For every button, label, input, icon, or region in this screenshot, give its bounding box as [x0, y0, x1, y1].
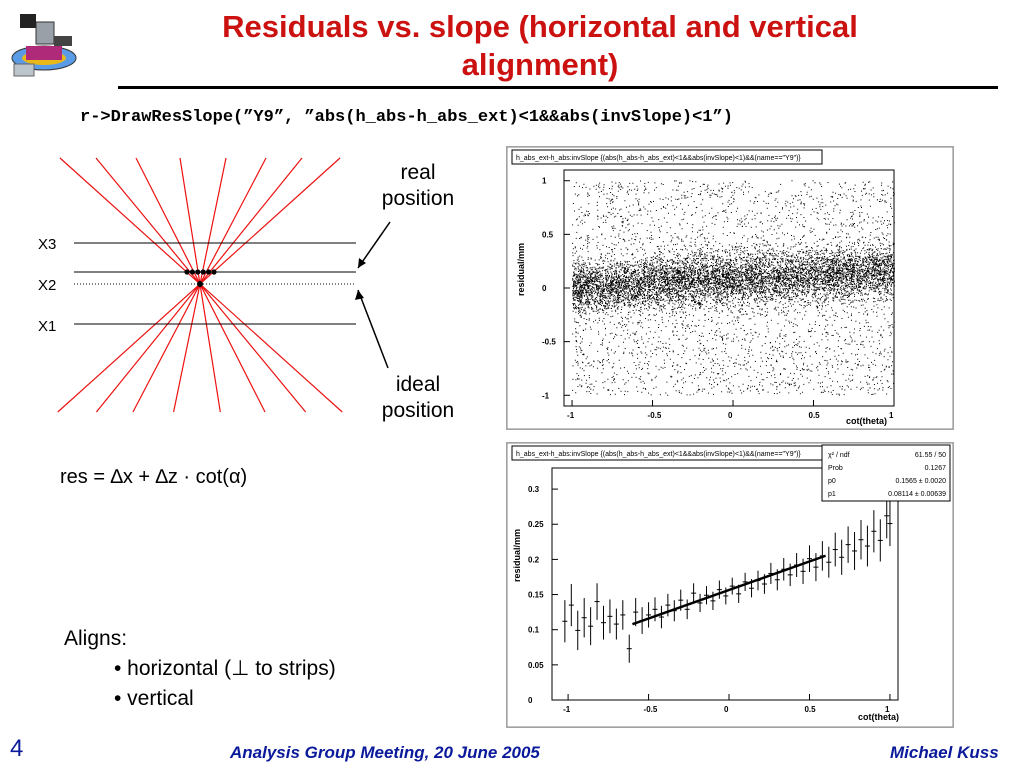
y-tick-label: 0.15	[528, 591, 544, 600]
y-axis-label: residual/mm	[516, 243, 526, 296]
stat-name: χ² / ndf	[828, 452, 850, 459]
ideal-position-label: ideal position	[381, 373, 455, 422]
x-tick-label: 0.5	[809, 411, 821, 420]
y-tick-label: -1	[542, 391, 550, 400]
aligns-list: Aligns: • horizontal (⊥ to strips) • ver…	[64, 624, 336, 714]
x-tick-label: 1	[885, 705, 890, 714]
stat-name: p1	[828, 491, 836, 498]
x-tick-label: 0	[724, 705, 729, 714]
x-tick-label: 0.5	[804, 705, 816, 714]
real-position-label: real position	[381, 161, 455, 210]
y-tick-label: 0.25	[528, 520, 544, 529]
plane-label-x2: X2	[38, 277, 57, 294]
real-hit-marker	[195, 269, 201, 275]
hit-markers	[184, 269, 217, 275]
plane-label-x3: X3	[38, 236, 57, 253]
real-hit-marker	[184, 269, 190, 275]
x-tick-label: -1	[563, 705, 571, 714]
x-tick-label: 0	[728, 411, 733, 420]
aligns-item-horizontal: • horizontal (⊥ to strips)	[114, 657, 336, 680]
x-tick-label: -0.5	[648, 411, 662, 420]
footer-author: Michael Kuss	[890, 743, 999, 762]
profile-chart-bottom: h_abs_ext-h_abs:invSlope {(abs(h_abs-h_a…	[506, 442, 954, 728]
ideal-arrow	[357, 289, 389, 369]
stat-name: p0	[828, 478, 836, 485]
real-arrow	[357, 221, 391, 269]
title-divider	[118, 86, 998, 89]
stat-value: 0.1267	[925, 465, 947, 472]
real-hit-marker	[200, 269, 206, 275]
scatter-points	[572, 180, 895, 396]
x-tick-label: 1	[889, 411, 894, 420]
stat-value: 0.1565 ± 0.0020	[895, 478, 946, 485]
real-arrow-head	[358, 258, 366, 268]
real-hit-marker	[206, 269, 212, 275]
chart-title: h_abs_ext-h_abs:invSlope {(abs(h_abs-h_a…	[516, 451, 801, 458]
plane-label-x1: X1	[38, 318, 57, 335]
aligns-heading: Aligns:	[64, 627, 128, 650]
code-line: r->DrawResSlope(”Y9”, ”abs(h_abs-h_abs_e…	[80, 108, 733, 127]
y-tick-label: 0.05	[528, 661, 544, 670]
y-tick-label: -0.5	[542, 338, 556, 347]
x-tick-label: -0.5	[644, 705, 658, 714]
satellite-logo	[11, 14, 77, 77]
track-diagram	[57, 157, 391, 413]
y-tick-label: 0.3	[528, 485, 540, 494]
fit-line	[632, 554, 826, 626]
stat-value: 0.08114 ± 0.00639	[888, 491, 946, 498]
x-axis-label: cot(theta)	[846, 416, 887, 426]
stat-name: Prob	[828, 465, 843, 472]
fit-stats-box: χ² / ndf 61.55 / 50 Prob 0.1267 p0 0.1565 ± 0…	[821, 444, 951, 502]
ideal-hit-marker	[197, 281, 203, 287]
y-tick-label: 0	[542, 284, 547, 293]
scatter-chart-top: h_abs_ext-h_abs:invSlope {(abs(h_abs-h_a…	[506, 146, 954, 430]
footer-meeting: Analysis Group Meeting, 20 June 2005	[230, 743, 540, 762]
x-axis-label: cot(theta)	[858, 712, 899, 722]
aligns-item-vertical: • vertical	[114, 687, 194, 710]
residual-formula: res = ∆x + ∆z · cot(α)	[60, 466, 248, 488]
y-tick-label: 0	[528, 696, 533, 705]
ideal-arrow-head	[355, 290, 364, 300]
chart-title-box	[511, 149, 823, 165]
real-hit-marker	[211, 269, 217, 275]
y-axis-label: residual/mm	[512, 529, 522, 582]
stat-value: 61.55 / 50	[915, 452, 946, 459]
page-number: 4	[10, 735, 24, 762]
plot-frame	[551, 467, 899, 701]
y-tick-label: 0.2	[528, 555, 540, 564]
chart-title: h_abs_ext-h_abs:invSlope {(abs(h_abs-h_a…	[516, 155, 801, 162]
y-tick-label: 0.5	[542, 230, 554, 239]
x-tick-label: -1	[567, 411, 575, 420]
y-tick-label: 1	[542, 177, 547, 186]
real-hit-marker	[189, 269, 195, 275]
slide-title: Residuals vs. slope (horizontal and vert…	[222, 9, 858, 82]
y-tick-label: 0.1	[528, 626, 540, 635]
